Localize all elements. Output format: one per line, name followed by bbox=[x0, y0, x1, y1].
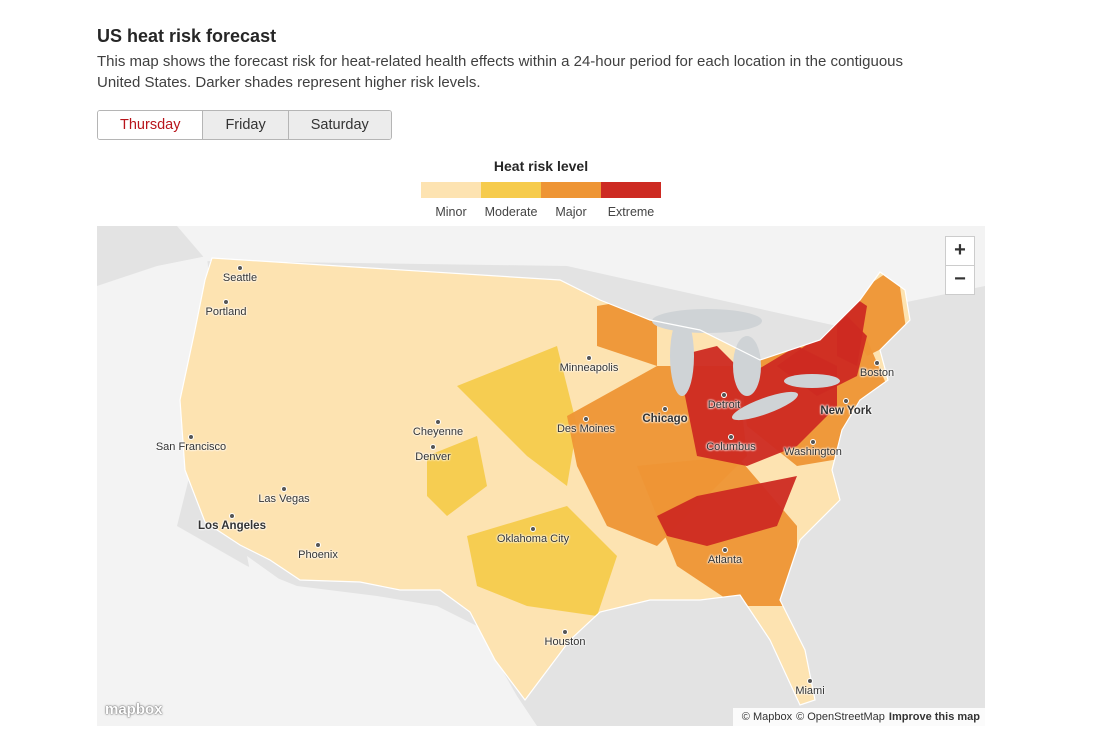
day-tab[interactable]: Friday bbox=[202, 111, 288, 139]
city-dot bbox=[237, 265, 243, 271]
lake bbox=[731, 391, 799, 421]
map-canvas bbox=[97, 226, 985, 726]
legend-label: Moderate bbox=[484, 205, 538, 219]
city-label: Miami bbox=[795, 685, 825, 697]
city-dot bbox=[721, 392, 727, 398]
city-label: Denver bbox=[415, 451, 451, 463]
legend-item: Moderate bbox=[481, 182, 541, 219]
lake bbox=[670, 316, 694, 396]
city-dot bbox=[530, 526, 536, 532]
city-dot bbox=[662, 406, 668, 412]
city-label: Boston bbox=[859, 367, 895, 379]
us-border bbox=[179, 257, 911, 706]
attr-mapbox[interactable]: © Mapbox bbox=[741, 711, 793, 723]
city-label: Seattle bbox=[222, 272, 258, 284]
legend-swatch bbox=[601, 182, 661, 198]
city-label: Washington bbox=[784, 446, 842, 458]
city-dot bbox=[562, 629, 568, 635]
city-label: Minneapolis bbox=[559, 362, 619, 374]
risk-area bbox=[657, 476, 797, 546]
city-dot bbox=[810, 439, 816, 445]
city-label: Oklahoma City bbox=[496, 533, 570, 545]
risk-area bbox=[457, 346, 577, 486]
legend-swatch bbox=[541, 182, 601, 198]
risk-area bbox=[427, 436, 487, 516]
lake bbox=[652, 309, 762, 333]
city-dot bbox=[807, 678, 813, 684]
city-label: Des Moines bbox=[556, 423, 616, 435]
legend-label: Major bbox=[555, 205, 587, 219]
city-dot bbox=[281, 486, 287, 492]
attribution: © Mapbox © OpenStreetMap Improve this map bbox=[732, 708, 985, 726]
risk-area bbox=[467, 506, 617, 616]
city-dot bbox=[188, 434, 194, 440]
city-dot bbox=[430, 444, 436, 450]
city-dot bbox=[229, 513, 235, 519]
lake bbox=[784, 374, 840, 388]
legend-label: Extreme bbox=[607, 205, 655, 219]
legend-label: Minor bbox=[435, 205, 467, 219]
city-label: Los Angeles bbox=[198, 520, 266, 532]
zoom-out[interactable]: − bbox=[945, 265, 975, 295]
improve-link[interactable]: Improve this map bbox=[888, 711, 980, 723]
map[interactable]: Seattle Portland San Francisco Las Vegas Los… bbox=[97, 226, 985, 726]
city-label: Columbus bbox=[706, 441, 756, 453]
city-dot bbox=[722, 547, 728, 553]
land bbox=[97, 226, 985, 726]
day-tabs: Thursday Friday Saturday bbox=[97, 110, 392, 140]
city-dot bbox=[874, 360, 880, 366]
city-label: Chicago bbox=[642, 413, 688, 425]
legend-item: Minor bbox=[421, 182, 481, 219]
city-dot bbox=[223, 299, 229, 305]
city-label: New York bbox=[820, 405, 872, 417]
mapbox-logo[interactable]: mapbox bbox=[105, 701, 163, 718]
city-label: Phoenix bbox=[298, 549, 338, 561]
zoom-in[interactable]: + bbox=[945, 236, 975, 266]
city-dot bbox=[843, 398, 849, 404]
legend-item: Major bbox=[541, 182, 601, 219]
city-label: San Francisco bbox=[155, 441, 227, 453]
legend-swatch bbox=[421, 182, 481, 198]
lake bbox=[733, 336, 761, 396]
day-tab[interactable]: Thursday bbox=[98, 111, 203, 139]
city-dot bbox=[583, 416, 589, 422]
city-label: Cheyenne bbox=[412, 426, 464, 438]
city-label: Atlanta bbox=[707, 554, 743, 566]
legend-swatch bbox=[481, 182, 541, 198]
attr-osm[interactable]: © OpenStreetMap bbox=[796, 711, 885, 723]
legend-item: Extreme bbox=[601, 182, 661, 219]
legend: Minor Moderate Major Extreme bbox=[421, 182, 661, 219]
city-label: Houston bbox=[544, 636, 586, 648]
city-dot bbox=[728, 434, 734, 440]
description: This map shows the forecast risk for hea… bbox=[97, 53, 904, 91]
legend-title: Heat risk level bbox=[493, 158, 589, 174]
day-tab[interactable]: Saturday bbox=[287, 111, 391, 139]
city-dot bbox=[435, 419, 441, 425]
city-dot bbox=[315, 542, 321, 548]
city-label: Detroit bbox=[707, 399, 741, 411]
city-label: Portland bbox=[205, 306, 247, 318]
city-dot bbox=[586, 355, 592, 361]
city-label: Las Vegas bbox=[258, 493, 310, 505]
title: US heat risk forecast bbox=[97, 26, 277, 46]
